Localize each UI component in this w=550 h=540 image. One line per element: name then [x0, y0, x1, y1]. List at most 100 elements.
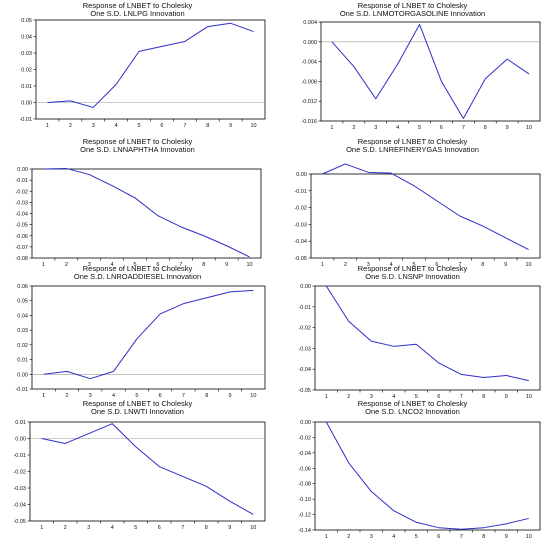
y-tick-label: -0.08: [298, 482, 311, 488]
x-tick-label: 5: [134, 525, 137, 531]
x-tick-label: 1: [46, 123, 49, 129]
impulse-response-line: [325, 421, 529, 530]
plot-frame: [35, 19, 266, 120]
y-tick-label: -0.03: [298, 346, 311, 352]
x-tick-label: 8: [482, 394, 485, 400]
plot-frame: [314, 421, 541, 531]
x-tick-label: 2: [65, 393, 68, 399]
x-tick-label: 3: [89, 393, 92, 399]
y-tick-label: -0.02: [298, 326, 311, 332]
x-tick-label: 4: [390, 262, 393, 268]
x-tick-label: 2: [65, 262, 68, 268]
y-tick-label: -0.06: [15, 234, 28, 240]
x-tick-label: 4: [111, 262, 114, 268]
x-tick-label: 10: [526, 394, 532, 400]
x-tick-label: 4: [396, 125, 399, 131]
y-tick-label: 0.00: [296, 172, 307, 178]
x-tick-label: 10: [250, 393, 256, 399]
plot-frame: [314, 285, 541, 391]
x-tick-label: 4: [112, 393, 115, 399]
x-tick-label: 7: [458, 262, 461, 268]
x-tick-label: 2: [347, 394, 350, 400]
plot-frame: [29, 421, 266, 522]
y-tick-label: -0.004: [301, 60, 317, 66]
y-tick-label: -0.012: [301, 99, 317, 105]
y-tick-label: -0.05: [13, 519, 26, 525]
impulse-response-line: [325, 285, 529, 382]
x-tick-label: 7: [462, 125, 465, 131]
y-tick-label: 0.03: [21, 51, 32, 57]
x-tick-label: 7: [460, 534, 463, 540]
y-tick-label: -0.04: [13, 503, 26, 509]
x-tick-label: 5: [415, 394, 418, 400]
y-tick-label: -0.07: [15, 245, 28, 251]
y-tick-label: -0.04: [294, 239, 307, 245]
chart-title: Response of LNBET to Cholesky: [82, 137, 193, 146]
impulse-response-line: [43, 289, 254, 380]
x-tick-label: 6: [435, 262, 438, 268]
chart-subtitle: One S.D. LNLPG Innovation: [90, 9, 185, 18]
y-tick-label: 0.00: [17, 372, 28, 378]
y-tick-label: -0.03: [13, 486, 26, 492]
impulse-response-line: [41, 423, 254, 515]
chart-subtitle: One S.D. LNROADDIESEL Innovation: [73, 272, 202, 281]
chart-plot-lnroaddiesel: -0.01 0.00 0.01 0.02 0.03 0.04 0.05 0.06 1 2 3 4 5 6 7…: [15, 284, 266, 399]
x-tick-label: 7: [183, 123, 186, 129]
x-tick-label: 7: [182, 393, 185, 399]
x-tick-label: 3: [87, 525, 90, 531]
x-tick-label: 3: [374, 125, 377, 131]
chart-panel-lnmotorgasoline: Response of LNBET to Cholesky One S.D. L…: [275, 0, 550, 135]
chart-subtitle: One S.D. LNREFINERYGAS Innovation: [346, 145, 479, 154]
y-tick-label: -0.04: [298, 451, 311, 457]
chart-title: Response of LNBET to Cholesky: [357, 264, 468, 273]
plot-frame: [31, 285, 266, 390]
x-tick-label: 5: [135, 393, 138, 399]
x-tick-label: 9: [505, 394, 508, 400]
chart-panel-lnwti: Response of LNBET to Cholesky One S.D. L…: [0, 400, 275, 540]
y-tick-label: 0.02: [21, 68, 32, 74]
x-tick-label: 3: [367, 262, 370, 268]
chart-title: Response of LNBET to Cholesky: [357, 137, 468, 146]
y-tick-label: 0.04: [17, 313, 28, 319]
x-tick-label: 3: [370, 534, 373, 540]
x-tick-label: 10: [250, 123, 256, 129]
impulse-response-line: [47, 22, 254, 108]
x-tick-label: 5: [415, 534, 418, 540]
x-tick-label: 1: [42, 393, 45, 399]
x-tick-label: 9: [225, 262, 228, 268]
x-tick-label: 1: [325, 394, 328, 400]
y-tick-label: -0.03: [15, 200, 28, 206]
y-tick-label: 0.06: [17, 284, 28, 290]
y-tick-label: -0.02: [15, 189, 28, 195]
chart-panel-lnlpg: Response of LNBET to Cholesky One S.D. L…: [0, 0, 275, 135]
x-tick-label: 7: [460, 394, 463, 400]
plot-frame: [320, 21, 541, 122]
x-tick-label: 7: [181, 525, 184, 531]
y-tick-label: -0.04: [298, 367, 311, 373]
chart-subtitle: One S.D. LNMOTORGASOLINE Innovation: [339, 9, 486, 18]
y-tick-label: -0.02: [298, 435, 311, 441]
y-tick-label: 0.00: [300, 284, 311, 290]
x-tick-label: 8: [202, 262, 205, 268]
x-tick-label: 8: [206, 123, 209, 129]
x-tick-label: 4: [111, 525, 114, 531]
x-tick-label: 8: [482, 534, 485, 540]
y-tick-label: -0.01: [15, 387, 28, 393]
x-tick-label: 2: [344, 262, 347, 268]
y-tick-label: -0.14: [298, 528, 311, 534]
plot-frame: [31, 168, 262, 259]
y-tick-label: 0.01: [21, 84, 32, 90]
impulse-response-line: [43, 167, 250, 258]
chart-panel-lnrefinerygas: Response of LNBET to Cholesky One S.D. L…: [275, 135, 550, 270]
x-tick-label: 8: [205, 525, 208, 531]
chart-title: Response of LNBET to Cholesky: [82, 264, 193, 273]
x-tick-label: 9: [229, 393, 232, 399]
y-tick-label: 0.01: [17, 358, 28, 364]
x-tick-label: 5: [413, 262, 416, 268]
y-tick-label: -0.06: [298, 466, 311, 472]
chart-plot-lnsnp: -0.05 -0.04 -0.03 -0.02 -0.01 0.00 1 2 3 4 5 6 7 8 9 10: [298, 284, 541, 400]
y-tick-label: -0.01: [13, 453, 26, 459]
y-tick-label: -0.01: [19, 117, 32, 123]
y-tick-label: -0.008: [301, 79, 317, 85]
x-tick-label: 9: [504, 262, 507, 268]
